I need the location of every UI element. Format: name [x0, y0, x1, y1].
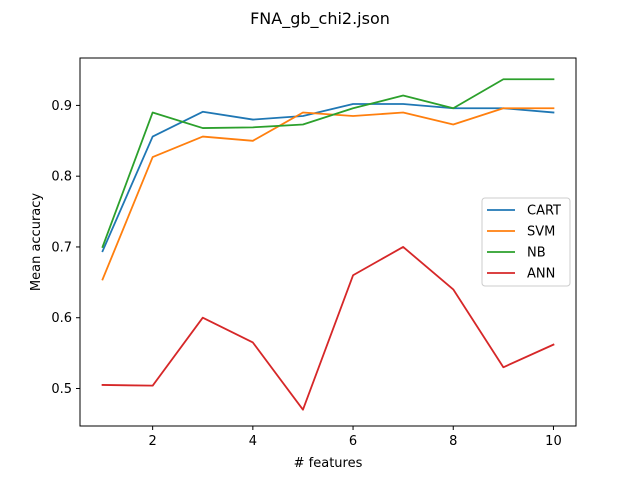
y-tick-label: 0.8 [51, 170, 72, 185]
plot-lines [101, 78, 555, 411]
legend-label-ann: ANN [527, 267, 555, 282]
legend-label-svm: SVM [527, 225, 555, 240]
y-tick-label: 0.9 [51, 99, 72, 114]
legend-label-cart: CART [527, 204, 561, 219]
y-axis-ticks: 0.5 0.6 0.7 0.8 0.9 [51, 99, 80, 397]
x-tick-label: 4 [249, 434, 257, 449]
y-axis-label: Mean accuracy [29, 193, 44, 292]
series-line-svm [101, 107, 555, 281]
legend-label-nb: NB [527, 246, 546, 261]
series-line-ann [101, 246, 555, 411]
y-tick-label: 0.5 [51, 382, 72, 397]
series-line-cart [101, 103, 555, 253]
x-tick-label: 2 [149, 434, 157, 449]
x-axis-label: # features [294, 456, 363, 471]
x-axis-ticks: 2 4 6 8 10 [149, 426, 562, 449]
plot-frame [79, 57, 577, 427]
legend-box [481, 197, 571, 287]
series-line-nb [101, 78, 555, 249]
chart-title: FNA_gb_chi2.json [250, 9, 390, 29]
y-tick-label: 0.6 [51, 311, 72, 326]
legend: CART SVM NB ANN [481, 197, 571, 287]
x-tick-label: 10 [545, 434, 562, 449]
x-tick-label: 6 [349, 434, 357, 449]
y-tick-label: 0.7 [51, 240, 72, 255]
x-tick-label: 8 [449, 434, 457, 449]
